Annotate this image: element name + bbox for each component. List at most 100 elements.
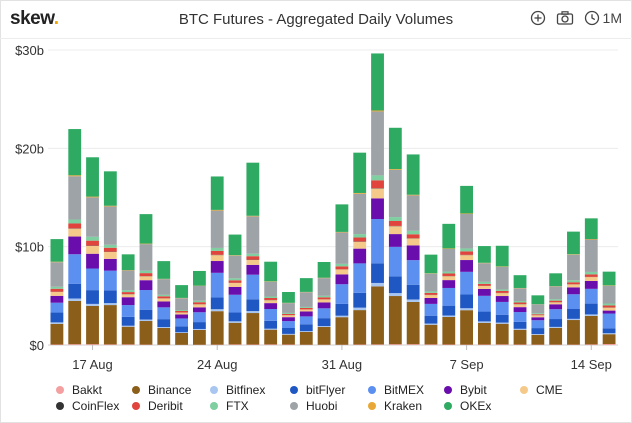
legend-item[interactable]: Bitfinex xyxy=(210,382,290,398)
bar-stack[interactable] xyxy=(103,171,117,345)
bar-segment xyxy=(103,244,117,248)
bar-segment xyxy=(228,234,242,256)
bar-segment xyxy=(192,329,206,345)
bar-stack[interactable] xyxy=(50,239,64,345)
bar-stack[interactable] xyxy=(139,214,153,345)
legend-item[interactable]: Bybit xyxy=(444,382,520,398)
bar-segment xyxy=(584,280,598,289)
bar-stack[interactable] xyxy=(121,254,135,345)
bar-stack[interactable] xyxy=(371,53,384,345)
bar-segment xyxy=(406,154,420,195)
bar-stack[interactable] xyxy=(424,254,438,345)
bar-stack[interactable] xyxy=(228,234,242,345)
bar-segment xyxy=(103,171,117,206)
bar-segment xyxy=(549,327,563,345)
bar-segment xyxy=(121,254,135,271)
bar-stack[interactable] xyxy=(442,223,456,345)
bar-segment xyxy=(531,328,545,334)
plus-circle-icon[interactable] xyxy=(530,10,546,26)
bar-segment xyxy=(388,169,402,170)
bar-segment xyxy=(299,331,313,332)
bar-stack[interactable] xyxy=(317,262,331,345)
bar-segment xyxy=(602,307,616,311)
legend-item[interactable]: OKEx xyxy=(444,398,520,414)
bar-segment xyxy=(157,298,171,302)
legend-item[interactable]: CME xyxy=(520,382,590,398)
bar-stack[interactable] xyxy=(477,246,491,345)
legend-label: Kraken xyxy=(384,399,423,413)
legend-item[interactable]: Kraken xyxy=(368,398,444,414)
chart-title: BTC Futures - Aggregated Daily Volumes xyxy=(178,11,454,28)
bar-stack[interactable] xyxy=(86,157,99,345)
bar-stack[interactable] xyxy=(567,231,580,345)
bar-segment xyxy=(264,261,278,282)
bar-stack[interactable] xyxy=(335,204,349,345)
bar-stack[interactable] xyxy=(282,291,295,345)
legend-label: bitFlyer xyxy=(306,383,346,397)
bar-stack[interactable] xyxy=(513,275,527,345)
time-range-button[interactable]: 1M xyxy=(584,10,622,26)
bar-segment xyxy=(317,297,331,300)
bar-segment xyxy=(103,270,117,291)
bar-segment xyxy=(371,53,384,111)
bar-stack[interactable] xyxy=(192,270,206,345)
bar-segment xyxy=(103,305,117,345)
y-axis-labels: $0 $10b $20b $30b xyxy=(15,43,44,353)
legend-label: CoinFlex xyxy=(72,399,120,413)
bar-segment xyxy=(584,314,598,316)
bar-stack[interactable] xyxy=(388,127,402,345)
bar-segment xyxy=(68,175,82,177)
bar-segment xyxy=(567,280,580,283)
bar-segment xyxy=(317,299,331,303)
bar-stack[interactable] xyxy=(175,285,189,345)
bar-stack[interactable] xyxy=(602,271,616,345)
bar-segment xyxy=(353,152,367,193)
legend-item[interactable]: bitFlyer xyxy=(290,382,368,398)
bar-stack[interactable] xyxy=(584,218,598,345)
bar-segment xyxy=(567,231,580,255)
bar-stack[interactable] xyxy=(299,278,313,345)
bar-stack[interactable] xyxy=(460,185,474,345)
bar-segment xyxy=(210,297,224,310)
bar-stack[interactable] xyxy=(495,245,509,345)
bar-segment xyxy=(584,344,598,345)
legend-item[interactable]: Bakkt xyxy=(56,382,132,398)
clock-icon xyxy=(584,10,599,26)
bar-stack[interactable] xyxy=(406,154,420,345)
bar-segment xyxy=(495,293,509,297)
bar-segment xyxy=(282,333,295,335)
bar-segment xyxy=(442,248,456,272)
bar-segment xyxy=(531,333,545,335)
bar-segment xyxy=(477,286,491,289)
bar-segment xyxy=(371,219,384,264)
legend-item[interactable]: Huobi xyxy=(290,398,368,414)
bar-segment xyxy=(103,247,117,252)
bar-segment xyxy=(317,262,331,278)
legend-item[interactable]: Deribit xyxy=(132,398,210,414)
legend-item[interactable]: CoinFlex xyxy=(56,398,132,414)
bar-stack[interactable] xyxy=(549,273,563,345)
bar-segment xyxy=(86,305,99,345)
bar-segment xyxy=(192,328,206,330)
camera-icon[interactable] xyxy=(556,10,574,26)
bar-stack[interactable] xyxy=(353,152,367,345)
legend-item[interactable]: FTX xyxy=(210,398,290,414)
bar-segment xyxy=(103,344,117,345)
bar-segment xyxy=(353,237,367,242)
bar-segment xyxy=(335,269,349,275)
legend-item[interactable]: Binance xyxy=(132,382,210,398)
legend-item[interactable]: BitMEX xyxy=(368,382,444,398)
bar-segment xyxy=(495,245,509,267)
legend-swatch xyxy=(520,386,528,394)
bar-stack[interactable] xyxy=(264,261,278,345)
skew-logo[interactable]: skew. xyxy=(10,8,59,29)
bar-segment xyxy=(531,314,545,316)
bar-stack[interactable] xyxy=(246,162,260,345)
bar-stack[interactable] xyxy=(68,129,82,345)
bar-stack[interactable] xyxy=(210,176,224,345)
bar-segment xyxy=(567,254,580,281)
bar-segment xyxy=(282,313,295,316)
bar-stack[interactable] xyxy=(531,295,545,345)
bar-stack[interactable] xyxy=(157,261,171,345)
bar-segment xyxy=(335,263,349,267)
